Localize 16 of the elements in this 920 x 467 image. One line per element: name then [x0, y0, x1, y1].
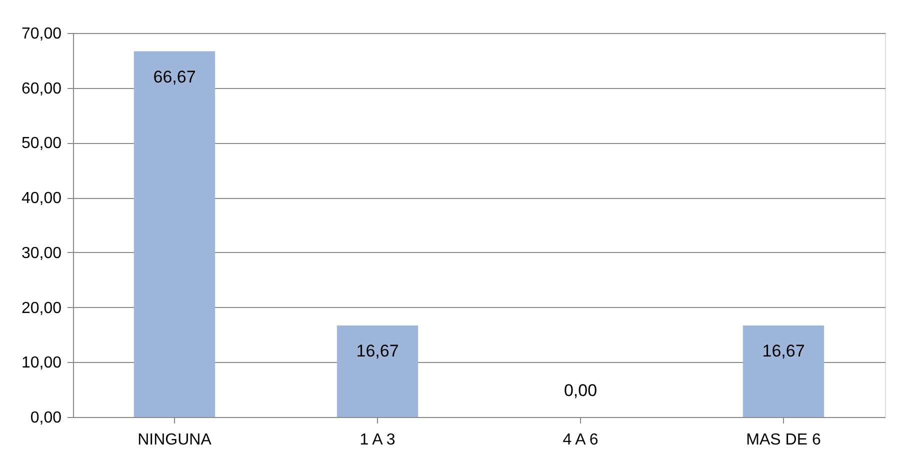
- data-label: 16,67: [762, 342, 805, 361]
- data-label: 16,67: [356, 342, 399, 361]
- y-tick-label: 60,00: [21, 80, 62, 98]
- x-tick-label: MAS DE 6: [746, 432, 821, 448]
- x-tick-label: 1 A 3: [360, 432, 396, 448]
- data-label: 66,67: [153, 67, 196, 86]
- y-tick-label: 0,00: [30, 410, 62, 426]
- y-tick-label: 40,00: [21, 190, 62, 208]
- y-tick-label: 10,00: [21, 354, 62, 372]
- y-tick-label: 20,00: [21, 300, 62, 317]
- x-tick-label: NINGUNA: [138, 432, 212, 448]
- x-tick-label: 4 A 6: [562, 432, 598, 448]
- y-tick-label: 50,00: [21, 135, 62, 152]
- y-tick-label: 70,00: [21, 26, 62, 42]
- y-tick-label: 30,00: [21, 244, 62, 262]
- data-label: 0,00: [564, 381, 598, 400]
